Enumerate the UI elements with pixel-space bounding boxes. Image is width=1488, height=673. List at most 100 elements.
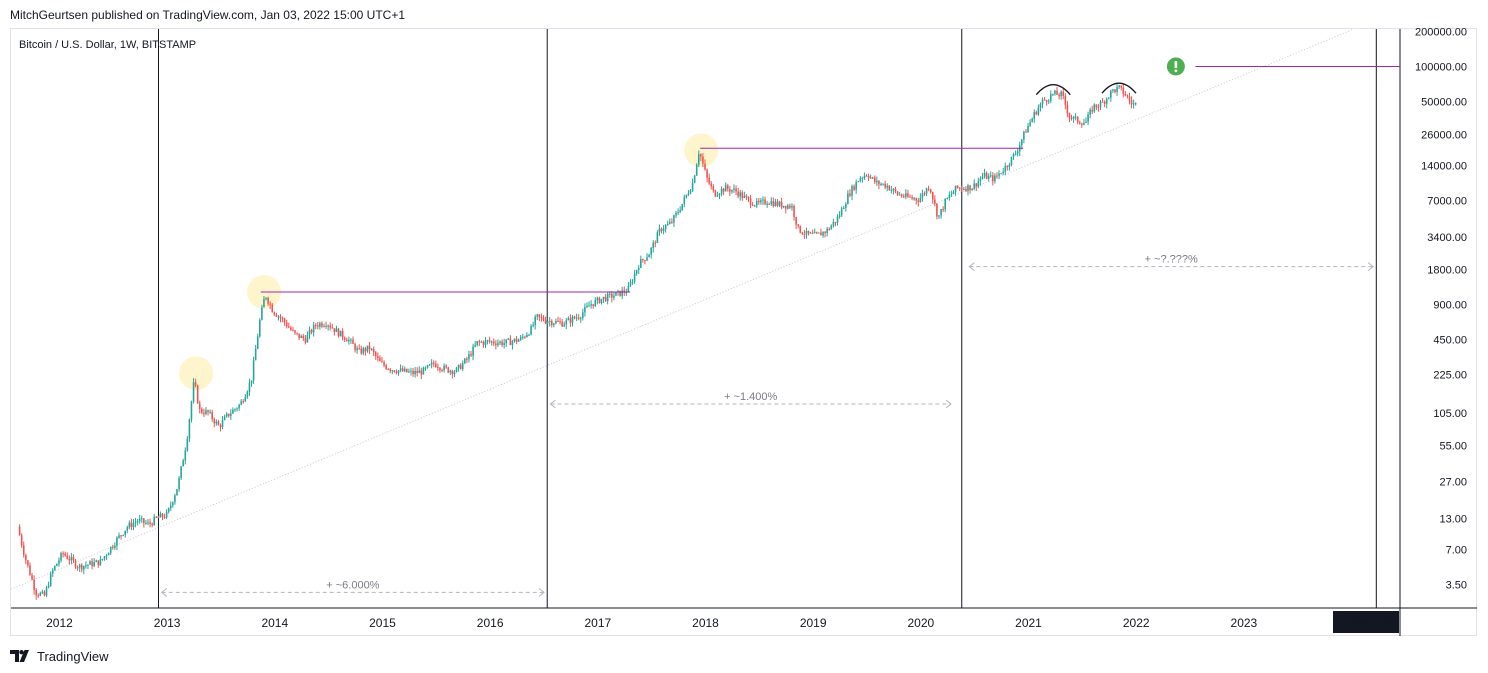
time-tick-label[interactable]: 2019 (800, 616, 827, 630)
price-tick-label[interactable]: 50000.00 (1421, 96, 1467, 108)
candle-body (596, 297, 599, 301)
candle-body (445, 365, 447, 368)
candle-body (29, 565, 31, 576)
price-tick-label[interactable]: 900.00 (1433, 299, 1467, 311)
candle-body (377, 356, 379, 358)
candle-body (608, 293, 611, 295)
candle-body (820, 232, 822, 236)
candle-body (853, 186, 855, 190)
candle-body (929, 189, 932, 193)
candle-body (91, 561, 93, 567)
candle-body (370, 348, 373, 350)
candle-body (68, 558, 71, 561)
candle-body (789, 205, 791, 208)
price-tick-label[interactable]: 105.00 (1433, 408, 1467, 420)
symbol-label[interactable]: Bitcoin / U.S. Dollar, 1W, BITSTAMP (19, 39, 196, 51)
time-tick-label[interactable]: 2014 (261, 616, 288, 630)
candle-body (892, 188, 895, 190)
time-tick-label[interactable]: 2021 (1015, 616, 1042, 630)
candle-body (39, 592, 42, 596)
price-tick-label[interactable]: 55.00 (1439, 440, 1467, 452)
candle-body (488, 340, 491, 342)
candle-body (134, 522, 137, 524)
candle-body (758, 200, 760, 203)
candle-body (528, 334, 530, 336)
candle-body (1037, 107, 1040, 115)
candle-body (368, 345, 371, 350)
price-tick-label[interactable]: 27.00 (1439, 476, 1467, 488)
price-tick-label[interactable]: 13.00 (1439, 513, 1467, 525)
candle-body (938, 215, 940, 217)
footer-brand[interactable]: TradingView (10, 647, 109, 665)
candle-body (989, 175, 992, 177)
tradingview-logo-icon (10, 650, 29, 662)
candle-body (1064, 95, 1067, 105)
candle-body (772, 201, 775, 207)
time-tick-label[interactable]: 2012 (46, 616, 73, 630)
candle-body (662, 228, 665, 231)
candle-body (588, 305, 590, 307)
candle-body (49, 573, 52, 586)
price-tick-label[interactable]: 450.00 (1433, 334, 1467, 346)
candle-body (83, 565, 85, 570)
candle-body (658, 228, 661, 233)
time-tick-label[interactable]: 2023 (1231, 616, 1258, 630)
candle-body (712, 186, 715, 191)
price-tick-label[interactable]: 7000.00 (1427, 196, 1467, 208)
candle-body (132, 523, 135, 528)
candle-body (372, 348, 375, 353)
tradingview-brand-label: TradingView (37, 648, 109, 664)
price-tick-label[interactable]: 26000.00 (1421, 129, 1467, 141)
candle-body (648, 254, 650, 258)
candle-body (521, 336, 524, 338)
time-tick-label[interactable]: 2022 (1123, 616, 1150, 630)
candle-body (116, 537, 118, 546)
candle-body (594, 300, 597, 307)
candle-body (242, 401, 245, 403)
candle-body (85, 565, 87, 567)
measure-arrow-left (160, 587, 168, 597)
candle-body (1091, 109, 1094, 112)
candle-body (379, 357, 381, 362)
chart-frame[interactable] (10, 28, 1477, 636)
candle-body (677, 212, 679, 214)
candle-body (671, 221, 673, 223)
price-tick-label[interactable]: 200000.00 (1415, 26, 1467, 38)
time-tick-label[interactable]: 2016 (477, 616, 504, 630)
price-tick-label[interactable]: 14000.00 (1421, 161, 1467, 173)
candle-body (399, 368, 402, 371)
candle-body (741, 192, 744, 198)
time-tick-label[interactable]: 2020 (907, 616, 934, 630)
candle-body (900, 194, 903, 197)
time-tick-label[interactable]: 2013 (154, 616, 181, 630)
price-tick-label[interactable]: 3400.00 (1427, 232, 1467, 244)
candle-body (412, 370, 414, 375)
publisher-header: MitchGeurtsen published on TradingView.c… (10, 8, 406, 22)
price-tick-label[interactable]: 225.00 (1433, 369, 1467, 381)
candle-body (476, 341, 479, 345)
candle-body (180, 466, 182, 479)
price-tick-label[interactable]: 1800.00 (1427, 264, 1467, 276)
candle-body (555, 320, 557, 324)
candle-body (996, 175, 998, 177)
trend-line (10, 28, 1354, 590)
time-tick-label[interactable]: 2018 (692, 616, 719, 630)
candle-body (230, 413, 232, 417)
candle-body (1058, 94, 1060, 97)
candle-body (265, 297, 267, 300)
time-tick-label[interactable]: 2017 (584, 616, 611, 630)
candle-body (1132, 103, 1135, 105)
price-tick-label[interactable]: 3.50 (1446, 580, 1467, 592)
candle-body (499, 341, 501, 344)
candle-body (343, 337, 346, 340)
candle-body (673, 215, 675, 223)
price-tick-label[interactable]: 100000.00 (1415, 61, 1467, 73)
candle-body (161, 513, 164, 517)
crosshair-date-badge[interactable] (1333, 611, 1399, 633)
candle-body (838, 215, 841, 218)
time-tick-label[interactable]: 2015 (369, 616, 396, 630)
price-tick-label[interactable]: 7.00 (1446, 545, 1467, 557)
candle-body (1041, 99, 1044, 105)
candle-body (548, 321, 551, 323)
